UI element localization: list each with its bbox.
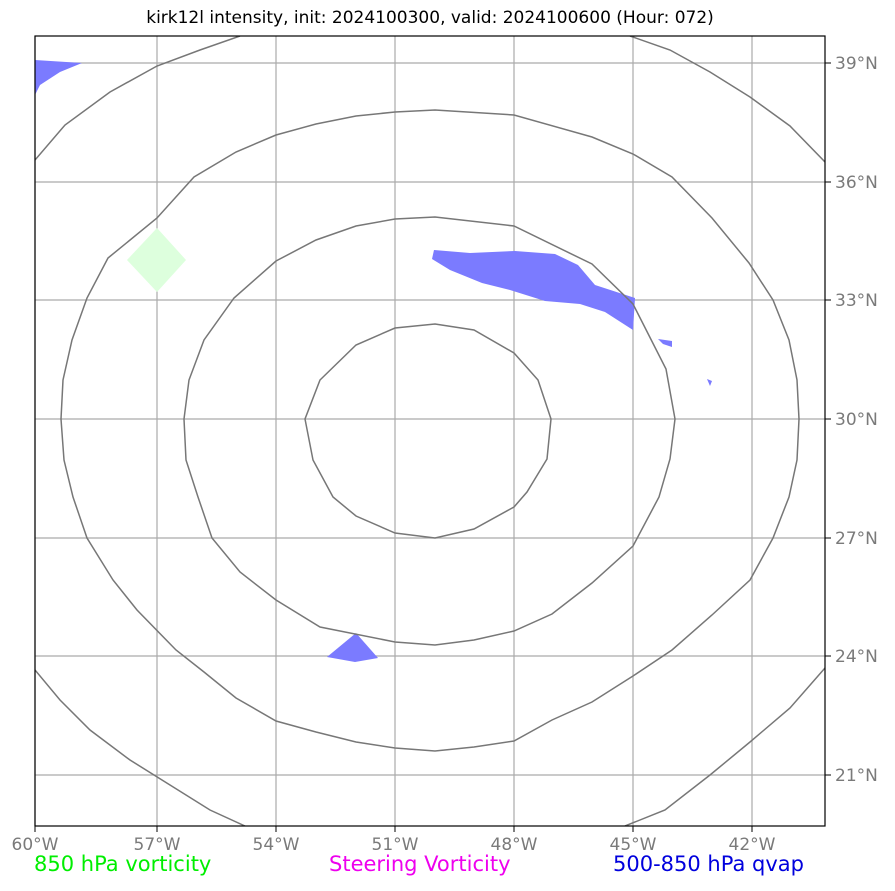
lon-tick-label: 45°W bbox=[610, 835, 657, 855]
qvap-regions bbox=[35, 60, 712, 662]
gridlines bbox=[34, 36, 825, 826]
lat-tick-label: 36°N bbox=[835, 173, 878, 193]
qvap-region-north-west bbox=[35, 60, 82, 95]
lon-tick-label: 60°W bbox=[12, 835, 59, 855]
lat-tick-label: 30°N bbox=[835, 410, 878, 430]
range-ring-1 bbox=[304, 323, 552, 539]
range-rings bbox=[35, 36, 825, 826]
lat-tick-label: 27°N bbox=[835, 529, 878, 549]
lat-tick-label: 33°N bbox=[835, 291, 878, 311]
vorticity-850-region bbox=[127, 228, 186, 292]
legend-steering-vorticity: Steering Vorticity bbox=[329, 852, 511, 876]
lat-tick-label: 24°N bbox=[835, 647, 878, 667]
map-frame bbox=[34, 35, 826, 827]
legend-qvap: 500-850 hPa qvap bbox=[613, 852, 804, 876]
range-ring-4 bbox=[35, 36, 241, 161]
qvap-region-small-east bbox=[658, 339, 672, 347]
legend-850-vorticity: 850 hPa vorticity bbox=[34, 852, 212, 876]
lon-tick-label: 48°W bbox=[491, 835, 538, 855]
plot-title: kirk12l intensity, init: 2024100300, val… bbox=[146, 8, 714, 28]
lon-tick-label: 42°W bbox=[729, 835, 776, 855]
range-ring-2 bbox=[183, 216, 676, 646]
range-ring-4-east bbox=[629, 36, 825, 163]
lat-tick-label: 21°N bbox=[835, 766, 878, 786]
lon-tick-label: 51°W bbox=[372, 835, 419, 855]
lon-tick-label: 54°W bbox=[253, 835, 300, 855]
range-ring-3 bbox=[60, 109, 800, 752]
lon-tick-label: 57°W bbox=[134, 835, 181, 855]
range-ring-4-south-west bbox=[35, 669, 246, 826]
lat-tick-label: 39°N bbox=[835, 54, 878, 74]
qvap-region-south bbox=[327, 633, 378, 662]
qvap-region-main-band bbox=[432, 250, 635, 330]
qvap-region-speck bbox=[707, 379, 712, 386]
range-ring-4-south-east bbox=[624, 667, 825, 826]
